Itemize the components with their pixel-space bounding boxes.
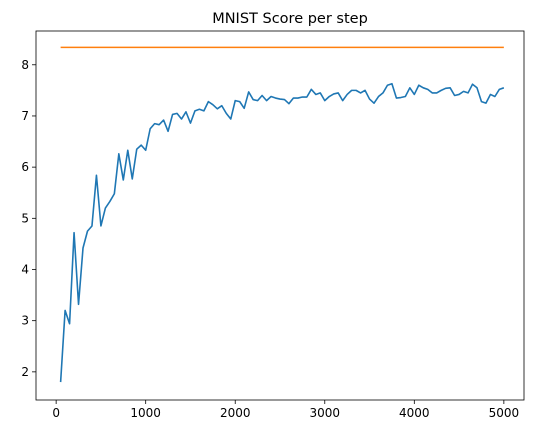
y-tick-label: 8 — [21, 58, 29, 72]
x-axis: 0 1000 2000 3000 4000 5000 — [52, 400, 519, 420]
plot-area-frame — [35, 30, 525, 401]
x-tick-label: 4000 — [399, 406, 430, 420]
x-tick-label: 0 — [52, 406, 60, 420]
y-tick-label: 3 — [21, 314, 29, 328]
y-tick-label: 4 — [21, 262, 29, 276]
x-tick-label: 3000 — [309, 406, 340, 420]
x-tick-label: 1000 — [130, 406, 161, 420]
series-layer — [59, 46, 505, 383]
y-tick-label: 2 — [21, 365, 29, 379]
x-tick-label: 5000 — [489, 406, 520, 420]
x-tick-label: 2000 — [220, 406, 251, 420]
series-line-1 — [59, 82, 505, 383]
y-axis: 2 3 4 5 6 7 8 — [21, 58, 36, 379]
y-tick-label: 7 — [21, 109, 29, 123]
chart-title: MNIST Score per step — [212, 11, 368, 27]
y-tick-label: 6 — [21, 160, 29, 174]
y-tick-label: 5 — [21, 211, 29, 225]
